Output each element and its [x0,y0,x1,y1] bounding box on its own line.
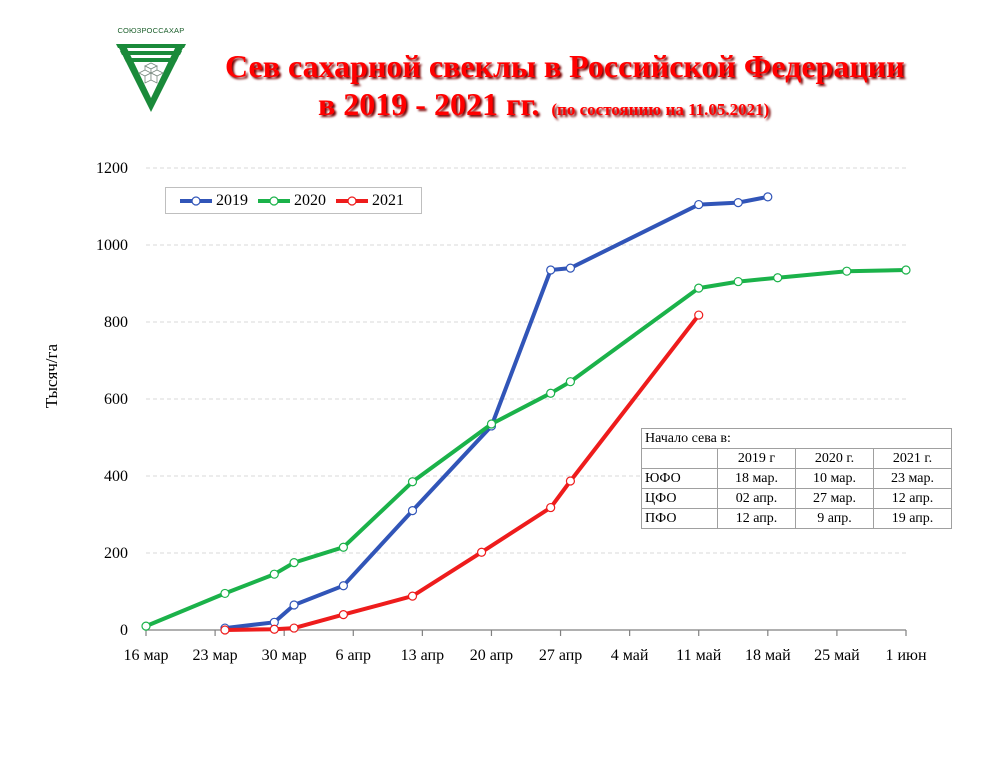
table-cell: 12 апр. [873,488,952,509]
column-header: 2020 г. [795,448,874,469]
data-point-2020 [141,621,151,631]
data-point-2019 [565,263,576,273]
series-2019 [220,192,773,633]
x-tick-label: 20 апр [470,647,513,664]
data-point-2019 [338,581,349,591]
data-point-2019 [694,199,704,210]
x-tick-label: 25 май [814,647,860,664]
table-cell: 18 мар. [717,468,796,489]
data-point-2020 [289,558,299,568]
legend-label-2020: 2020 [294,191,326,209]
legend-label-2021: 2021 [372,191,404,209]
data-point-2020 [773,273,783,283]
y-tick-label: 800 [104,314,128,331]
data-point-2019 [546,265,556,275]
table-cell: 12 апр. [717,508,796,529]
series-2021 [220,310,704,635]
table-cell: 9 апр. [795,508,874,529]
x-tick-label: 16 мар [123,647,168,664]
x-tick-label: 6 апр [336,647,371,664]
data-point-2020 [546,388,556,398]
chart-title-years: в 2019 - 2021 гг. [318,86,540,122]
series-2020 [141,265,911,631]
data-point-2021 [220,625,230,635]
sowing-start-table: Начало сева в: 2019 г 2020 г. 2021 г. ЮФ… [641,428,952,529]
table-cell: 10 мар. [795,468,874,489]
table-row: ЮФО 18 мар. 10 мар. 23 мар. [641,468,952,489]
column-header: 2019 г [717,448,796,469]
table-cell: 27 мар. [795,488,874,509]
column-header: 2021 г. [873,448,952,469]
table-cell: 02 апр. [717,488,796,509]
data-point-2020 [733,276,743,287]
data-point-2021 [269,624,279,634]
data-point-2020 [901,265,911,275]
soyuzrossakhar-logo [116,44,186,112]
data-point-2021 [565,476,576,486]
y-tick-label: 1200 [96,160,128,177]
table-header-row: 2019 г 2020 г. 2021 г. [641,448,952,469]
gridlines [146,167,906,554]
x-tick-label: 30 мар [262,647,307,664]
chart-title-note: (по состоянию на 11.05.2021) [551,100,770,119]
chart-title-line1: Сев сахарной свеклы в Российской Федерац… [225,48,905,84]
x-tick-label: 18 май [745,647,791,664]
legend-marker-2019 [180,195,212,206]
axes: 0 200 400 600 800 1000 1200 16 мар 23 мар 30 мар 6… [96,160,927,664]
row-header: ПФО [641,508,718,529]
x-tick-label: 1 июн [885,647,927,664]
row-header: ЮФО [641,468,718,489]
data-point-2019 [763,192,773,202]
y-tick-label: 0 [120,622,128,639]
series-line-2019 [224,194,769,631]
legend: 2019 2020 2021 [165,187,422,214]
data-point-2020 [220,588,230,599]
data-point-2021 [289,623,299,633]
x-tick-label: 27 апр [539,647,582,664]
data-point-2020 [565,377,576,387]
logo-text: СОЮЗРОССАХАР [117,26,185,35]
data-point-2021 [694,310,704,320]
series-line-2021 [224,313,701,632]
legend-marker-2020 [258,195,290,206]
legend-item-2019: 2019 [178,192,248,210]
table-row: ЦФО 02 апр. 27 мар. 12 апр. [641,488,952,509]
y-tick-label: 200 [104,545,128,562]
data-point-2021 [338,609,349,620]
series [141,192,911,635]
data-point-2019 [289,600,299,610]
x-tick-label: 4 май [611,647,649,664]
data-point-2020 [842,266,852,276]
data-point-2020 [486,419,497,429]
data-point-2019 [733,198,743,208]
data-point-2021 [476,547,487,557]
table-cell: 19 апр. [873,508,952,529]
data-point-2020 [269,569,279,579]
y-tick-label: 400 [104,468,128,485]
y-tick-label: 1000 [96,237,128,254]
data-point-2020 [338,542,349,552]
legend-marker-2021 [336,195,368,206]
table-corner-cell [641,448,718,469]
table-caption: Начало сева в: [641,428,952,449]
legend-item-2020: 2020 [256,192,326,210]
x-tick-label: 11 май [676,647,722,664]
data-point-2020 [694,283,704,293]
y-axis-label: Тысяч/га [42,343,61,409]
x-tick-label: 23 мар [193,647,238,664]
table-row: ПФО 12 апр. 9 апр. 19 апр. [641,508,952,529]
table-caption-row: Начало сева в: [641,428,952,449]
chart-title-line2: в 2019 - 2021 гг. (по состоянию на 11.05.… [318,86,769,123]
data-point-2020 [407,477,418,487]
data-point-2019 [407,506,418,516]
legend-label-2019: 2019 [216,191,248,209]
table-cell: 23 мар. [873,468,952,489]
data-point-2021 [407,591,418,601]
row-header: ЦФО [641,488,718,509]
data-point-2021 [546,502,556,513]
legend-item-2021: 2021 [334,192,404,210]
x-tick-label: 13 апр [401,647,444,664]
y-tick-label: 600 [104,391,128,408]
